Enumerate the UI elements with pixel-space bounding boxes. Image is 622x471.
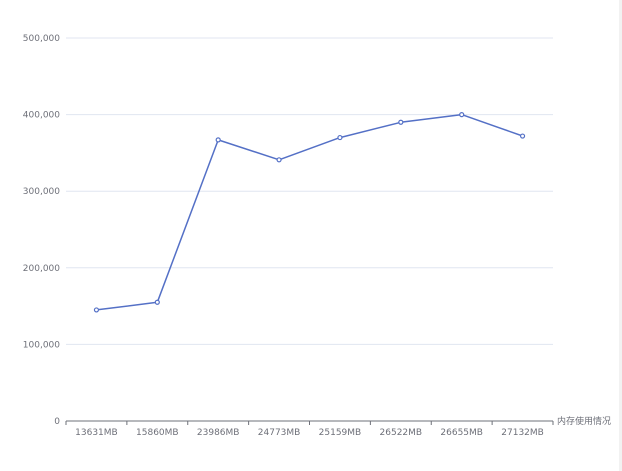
data-point — [337, 134, 343, 141]
x-tick-label: 26522MB — [380, 428, 423, 438]
y-tick-label: 300,000 — [23, 187, 60, 197]
x-tick-label: 25159MB — [319, 428, 362, 438]
series-line — [96, 113, 523, 311]
y-tick-label: 100,000 — [23, 340, 60, 350]
x-axis-title: 内存使用情况 — [557, 415, 611, 427]
x-tick-label: 13631MB — [75, 428, 118, 438]
data-point — [93, 307, 100, 313]
scrollbar-edge — [619, 0, 622, 471]
x-tick-label: 23986MB — [197, 428, 240, 438]
data-point — [398, 119, 404, 125]
data-point — [519, 133, 526, 139]
x-tick-label: 27132MB — [501, 428, 544, 438]
data-point — [459, 111, 465, 118]
data-point — [215, 137, 221, 143]
axis-layer: 0 100,000 200,000 300,000 400,000 500,000 1363… — [23, 34, 611, 438]
series-layer — [93, 111, 526, 313]
x-tick-label: 26655MB — [440, 428, 483, 438]
y-tick-label: 200,000 — [23, 264, 60, 274]
y-tick-label: 500,000 — [23, 34, 60, 44]
data-point — [154, 299, 160, 305]
grid-layer — [66, 37, 553, 345]
x-tick-label: 24773MB — [258, 428, 301, 438]
y-tick-label: 400,000 — [23, 111, 60, 121]
y-tick-label: 0 — [54, 417, 60, 427]
data-point — [276, 157, 282, 163]
x-tick-label: 15860MB — [136, 428, 179, 438]
